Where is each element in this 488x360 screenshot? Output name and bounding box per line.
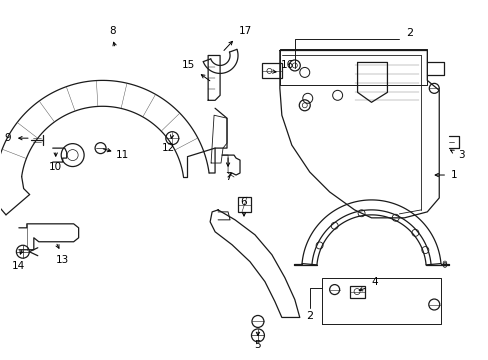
Text: 6: 6: [240, 197, 247, 207]
Text: 12: 12: [162, 143, 175, 153]
Text: 2: 2: [405, 28, 412, 37]
Text: 17: 17: [238, 26, 251, 36]
Text: 1: 1: [450, 170, 457, 180]
Text: 4: 4: [370, 276, 377, 287]
Text: 2: 2: [305, 311, 313, 321]
Text: 10: 10: [49, 162, 62, 172]
Text: 14: 14: [12, 261, 25, 271]
Text: 11: 11: [116, 150, 129, 160]
Text: 13: 13: [56, 255, 69, 265]
Text: 16: 16: [281, 60, 294, 71]
Text: 3: 3: [457, 150, 464, 160]
Text: 15: 15: [181, 60, 194, 71]
Text: 9: 9: [4, 133, 11, 143]
Text: 8: 8: [109, 26, 116, 36]
Text: 7: 7: [224, 172, 231, 182]
Text: 5: 5: [254, 340, 261, 350]
